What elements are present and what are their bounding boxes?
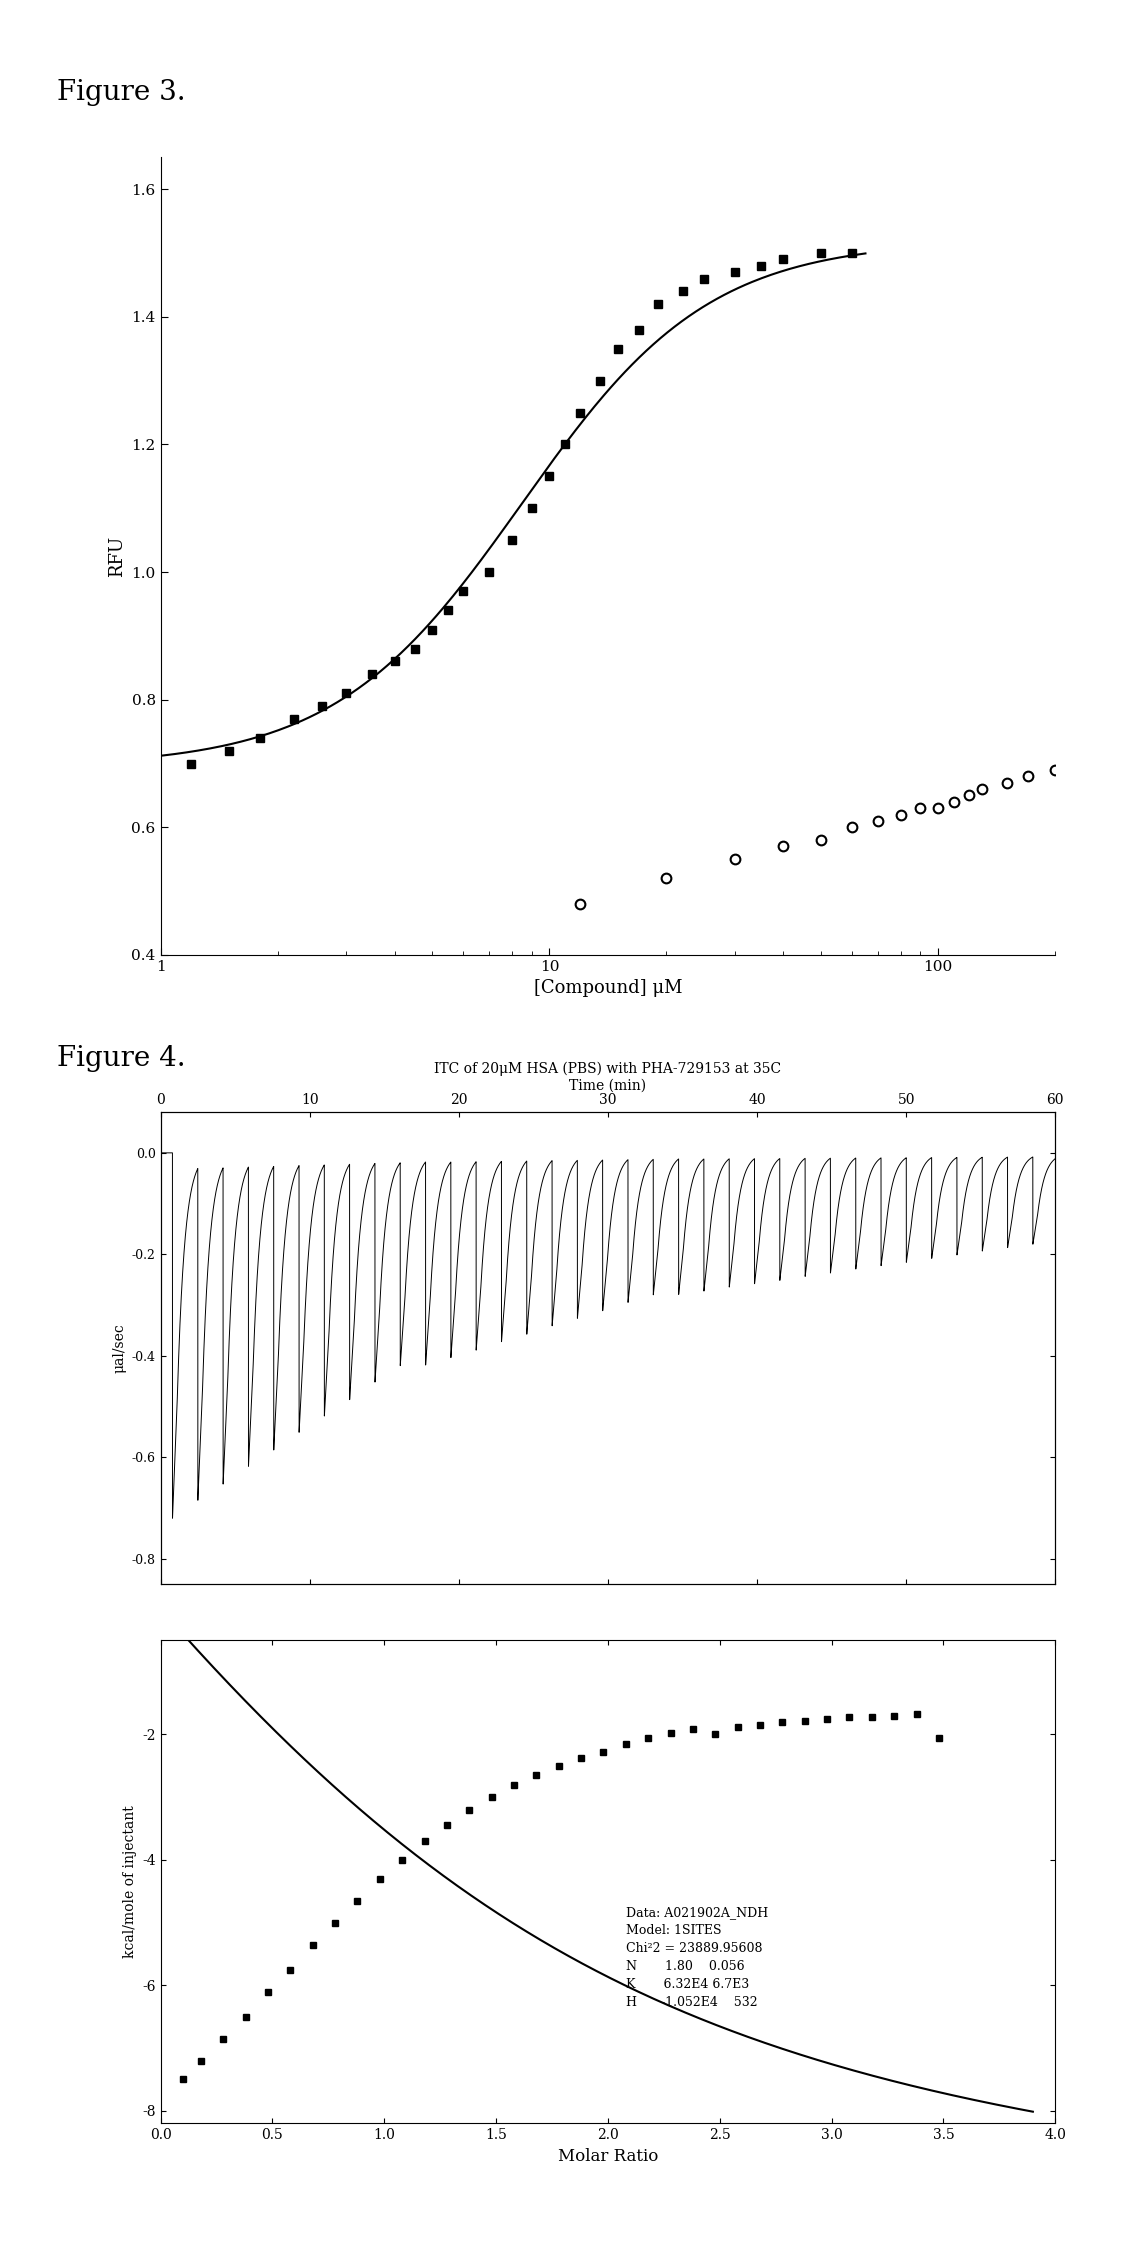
X-axis label: Molar Ratio: Molar Ratio (557, 2148, 658, 2164)
Y-axis label: μal/sec: μal/sec (112, 1323, 126, 1373)
Text: Figure 3.: Figure 3. (57, 79, 186, 106)
Text: Data: A021902A_NDH
Model: 1SITES
Chi²2 = 23889.95608
N       1.80    0.056
K    : Data: A021902A_NDH Model: 1SITES Chi²2 =… (626, 1905, 768, 2009)
Y-axis label: kcal/mole of injectant: kcal/mole of injectant (123, 1807, 136, 1957)
X-axis label: [Compound] μM: [Compound] μM (533, 980, 682, 998)
Text: Figure 4.: Figure 4. (57, 1045, 186, 1072)
Y-axis label: RFU: RFU (108, 535, 126, 577)
X-axis label: Time (min): Time (min) (569, 1079, 647, 1092)
Title: ITC of 20μM HSA (PBS) with PHA-729153 at 35C: ITC of 20μM HSA (PBS) with PHA-729153 at… (435, 1063, 781, 1076)
